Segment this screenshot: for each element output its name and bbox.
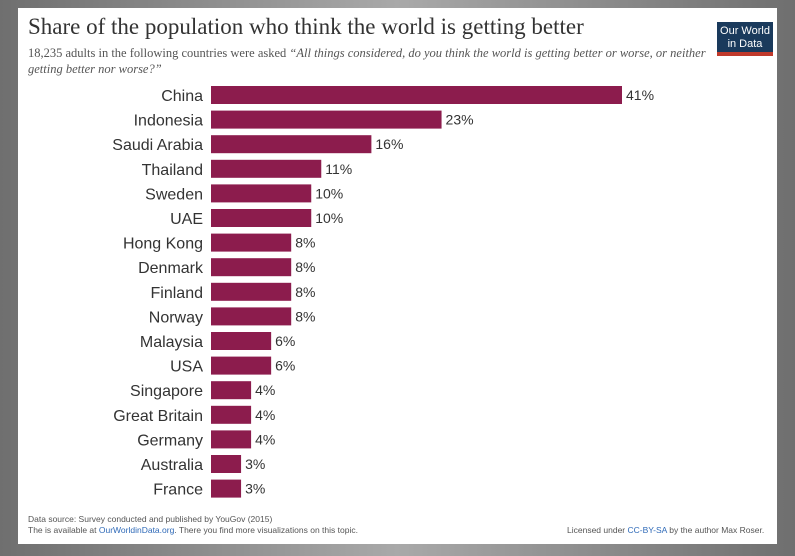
value-label: 4% <box>255 382 275 398</box>
value-label: 8% <box>295 308 315 324</box>
category-label: Saudi Arabia <box>112 137 203 154</box>
footer-license: Licensed under CC-BY-SA by the author Ma… <box>567 525 764 535</box>
category-label: Hong Kong <box>123 236 203 253</box>
value-label: 16% <box>375 136 403 152</box>
category-label: Great Britain <box>113 408 203 425</box>
logo-line-1: Our World <box>720 25 770 37</box>
bar-saudi-arabia <box>211 135 372 154</box>
bar-china <box>211 86 622 104</box>
bar-finland <box>211 282 292 301</box>
chart-title: Share of the population who think the wo… <box>28 14 584 39</box>
bar-australia <box>211 455 242 473</box>
chart-subtitle: 18,235 adults in the following countries… <box>28 45 708 77</box>
category-label: France <box>153 482 203 499</box>
category-label: Indonesia <box>134 113 203 130</box>
category-label: Singapore <box>130 383 203 400</box>
logo-line-2: in Data <box>727 38 763 50</box>
value-label: 41% <box>626 87 654 103</box>
value-label: 23% <box>446 112 474 128</box>
bar-chart: China 41% Indonesia 23% Saudi Arabia 16% Thail… <box>112 86 654 499</box>
footer-source: Data source: Survey conducted and publis… <box>28 514 358 536</box>
category-label: Sweden <box>145 186 203 203</box>
category-label: USA <box>170 359 203 376</box>
bar-denmark <box>211 258 292 277</box>
bar-germany <box>211 430 252 449</box>
bar-sweden <box>211 184 312 203</box>
value-label: 6% <box>275 358 295 374</box>
chart-card: Share of the population who think the wo… <box>18 8 777 544</box>
source-text: Data source: Survey conducted and publis… <box>28 514 273 524</box>
bar-usa <box>211 356 272 375</box>
value-label: 10% <box>315 210 343 226</box>
value-label: 8% <box>295 284 315 300</box>
bar-indonesia <box>211 110 442 129</box>
availability-prefix: The is available at <box>28 525 99 535</box>
value-label: 3% <box>245 456 265 472</box>
owid-logo[interactable]: Our World in Data <box>717 22 773 56</box>
bar-thailand <box>211 159 322 178</box>
value-label: 10% <box>315 185 343 201</box>
category-label: Malaysia <box>140 334 203 351</box>
subtitle-prefix: 18,235 adults in the following countries… <box>28 46 290 60</box>
value-label: 8% <box>295 235 315 251</box>
category-label: Denmark <box>138 260 204 277</box>
owid-link[interactable]: OurWorldinData.org <box>98 525 175 535</box>
category-label: China <box>161 88 203 105</box>
value-label: 4% <box>255 431 275 447</box>
bar-norway <box>211 307 292 326</box>
category-label: Finland <box>151 285 203 302</box>
category-label: Germany <box>137 432 203 449</box>
value-label: 3% <box>245 481 265 497</box>
availability-text: The is available at OurWorldinData.org. … <box>28 525 358 536</box>
license-link[interactable]: CC-BY-SA <box>627 525 667 535</box>
value-label: 6% <box>275 333 295 349</box>
value-label: 11% <box>325 161 352 177</box>
bar-uae <box>211 209 312 227</box>
bar-hong-kong <box>211 233 292 252</box>
subtitle-question: “All things considered, do you think the… <box>28 46 706 76</box>
category-label: Australia <box>141 457 203 474</box>
availability-suffix: . There you find more visualizations on … <box>174 525 358 535</box>
bar-great-britain <box>211 405 252 424</box>
category-label: UAE <box>170 211 203 228</box>
category-label: Thailand <box>142 162 203 179</box>
bar-malaysia <box>211 332 272 350</box>
bar-france <box>211 479 242 498</box>
value-label: 8% <box>295 259 315 275</box>
category-label: Norway <box>149 309 203 326</box>
value-label: 4% <box>255 407 275 423</box>
license-prefix: Licensed under <box>567 525 628 535</box>
bar-singapore <box>211 381 252 400</box>
license-suffix: by the author Max Roser. <box>666 525 765 535</box>
